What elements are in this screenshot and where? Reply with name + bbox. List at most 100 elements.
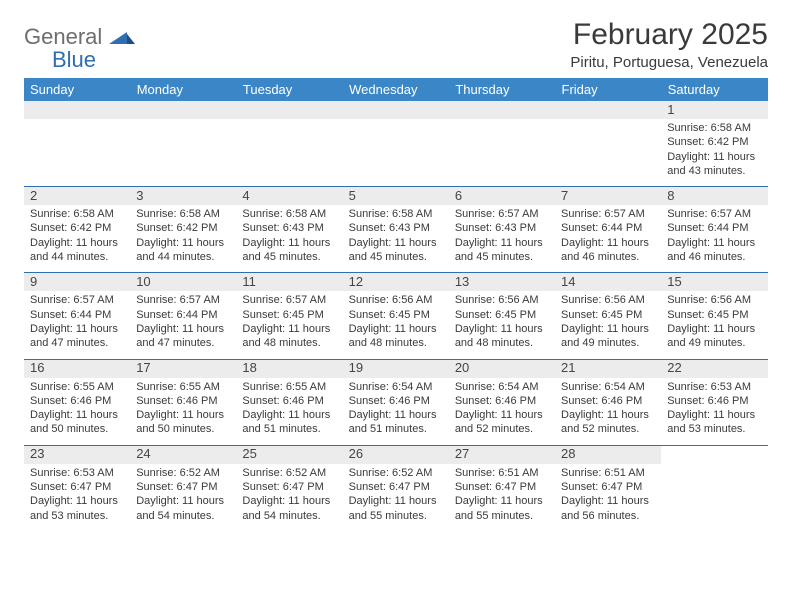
day-detail-line: Sunrise: 6:54 AM [561, 380, 655, 394]
day-detail-line: Sunrise: 6:51 AM [455, 466, 549, 480]
day-number: 21 [555, 360, 661, 378]
day-details: Sunrise: 6:56 AMSunset: 6:45 PMDaylight:… [449, 291, 555, 358]
day-detail-line: Sunset: 6:42 PM [30, 221, 124, 235]
day-detail-line: Sunset: 6:44 PM [561, 221, 655, 235]
day-detail-line: Sunrise: 6:56 AM [455, 293, 549, 307]
calendar-cell [24, 101, 130, 187]
calendar-header-row: Sunday Monday Tuesday Wednesday Thursday… [24, 78, 768, 101]
day-detail-line: Sunset: 6:43 PM [242, 221, 336, 235]
daynum-band-empty [236, 101, 342, 119]
day-details: Sunrise: 6:55 AMSunset: 6:46 PMDaylight:… [130, 378, 236, 445]
logo: General Blue [24, 18, 135, 72]
day-details: Sunrise: 6:54 AMSunset: 6:46 PMDaylight:… [343, 378, 449, 445]
calendar-cell: 7Sunrise: 6:57 AMSunset: 6:44 PMDaylight… [555, 187, 661, 273]
day-detail-line: Daylight: 11 hours and 48 minutes. [349, 322, 443, 351]
day-details: Sunrise: 6:57 AMSunset: 6:44 PMDaylight:… [555, 205, 661, 272]
day-detail-line: Daylight: 11 hours and 51 minutes. [242, 408, 336, 437]
day-detail-line: Sunrise: 6:52 AM [242, 466, 336, 480]
day-details: Sunrise: 6:56 AMSunset: 6:45 PMDaylight:… [555, 291, 661, 358]
day-details: Sunrise: 6:57 AMSunset: 6:45 PMDaylight:… [236, 291, 342, 358]
day-number: 26 [343, 446, 449, 464]
day-detail-line: Sunrise: 6:57 AM [667, 207, 761, 221]
day-number: 24 [130, 446, 236, 464]
day-details: Sunrise: 6:58 AMSunset: 6:43 PMDaylight:… [236, 205, 342, 272]
calendar-cell: 10Sunrise: 6:57 AMSunset: 6:44 PMDayligh… [130, 273, 236, 359]
day-detail-line: Sunrise: 6:58 AM [349, 207, 443, 221]
day-detail-line: Daylight: 11 hours and 51 minutes. [349, 408, 443, 437]
day-number: 15 [661, 273, 767, 291]
day-details: Sunrise: 6:55 AMSunset: 6:46 PMDaylight:… [24, 378, 130, 445]
day-detail-line: Sunrise: 6:56 AM [667, 293, 761, 307]
day-number: 17 [130, 360, 236, 378]
day-details: Sunrise: 6:51 AMSunset: 6:47 PMDaylight:… [449, 464, 555, 531]
day-detail-line: Daylight: 11 hours and 45 minutes. [349, 236, 443, 265]
day-details: Sunrise: 6:51 AMSunset: 6:47 PMDaylight:… [555, 464, 661, 531]
day-detail-line: Sunset: 6:46 PM [242, 394, 336, 408]
day-number: 27 [449, 446, 555, 464]
day-detail-line: Daylight: 11 hours and 53 minutes. [667, 408, 761, 437]
day-detail-line: Sunset: 6:45 PM [242, 308, 336, 322]
calendar-cell [343, 101, 449, 187]
calendar-cell: 9Sunrise: 6:57 AMSunset: 6:44 PMDaylight… [24, 273, 130, 359]
day-detail-line: Sunset: 6:46 PM [561, 394, 655, 408]
day-detail-line: Sunset: 6:44 PM [667, 221, 761, 235]
calendar-cell: 13Sunrise: 6:56 AMSunset: 6:45 PMDayligh… [449, 273, 555, 359]
day-details: Sunrise: 6:52 AMSunset: 6:47 PMDaylight:… [130, 464, 236, 531]
day-detail-line: Daylight: 11 hours and 46 minutes. [667, 236, 761, 265]
day-detail-line: Daylight: 11 hours and 49 minutes. [667, 322, 761, 351]
calendar-cell: 14Sunrise: 6:56 AMSunset: 6:45 PMDayligh… [555, 273, 661, 359]
calendar-week-row: 23Sunrise: 6:53 AMSunset: 6:47 PMDayligh… [24, 445, 768, 531]
logo-mark-icon [109, 31, 135, 48]
calendar-cell: 15Sunrise: 6:56 AMSunset: 6:45 PMDayligh… [661, 273, 767, 359]
day-detail-line: Daylight: 11 hours and 52 minutes. [561, 408, 655, 437]
day-number: 10 [130, 273, 236, 291]
day-number: 3 [130, 187, 236, 205]
day-detail-line: Daylight: 11 hours and 44 minutes. [30, 236, 124, 265]
day-detail-line: Sunset: 6:47 PM [349, 480, 443, 494]
day-details: Sunrise: 6:55 AMSunset: 6:46 PMDaylight:… [236, 378, 342, 445]
day-number: 23 [24, 446, 130, 464]
calendar-cell: 1Sunrise: 6:58 AMSunset: 6:42 PMDaylight… [661, 101, 767, 187]
day-number: 7 [555, 187, 661, 205]
logo-text-blue: Blue [52, 47, 96, 72]
day-detail-line: Sunrise: 6:53 AM [667, 380, 761, 394]
day-detail-line: Sunrise: 6:52 AM [349, 466, 443, 480]
day-detail-line: Sunset: 6:46 PM [349, 394, 443, 408]
day-number: 1 [661, 101, 767, 119]
day-number: 16 [24, 360, 130, 378]
calendar-cell: 20Sunrise: 6:54 AMSunset: 6:46 PMDayligh… [449, 359, 555, 445]
day-detail-line: Daylight: 11 hours and 48 minutes. [242, 322, 336, 351]
day-detail-line: Sunrise: 6:58 AM [667, 121, 761, 135]
daynum-band-empty [343, 101, 449, 119]
day-detail-line: Sunset: 6:43 PM [455, 221, 549, 235]
day-number: 18 [236, 360, 342, 378]
calendar-cell: 6Sunrise: 6:57 AMSunset: 6:43 PMDaylight… [449, 187, 555, 273]
col-sunday: Sunday [24, 78, 130, 101]
day-details: Sunrise: 6:56 AMSunset: 6:45 PMDaylight:… [343, 291, 449, 358]
day-detail-line: Daylight: 11 hours and 55 minutes. [455, 494, 549, 523]
col-saturday: Saturday [661, 78, 767, 101]
day-detail-line: Sunset: 6:44 PM [30, 308, 124, 322]
day-detail-line: Daylight: 11 hours and 55 minutes. [349, 494, 443, 523]
daynum-band-empty [449, 101, 555, 119]
day-detail-line: Daylight: 11 hours and 49 minutes. [561, 322, 655, 351]
day-details: Sunrise: 6:58 AMSunset: 6:42 PMDaylight:… [24, 205, 130, 272]
calendar-cell: 23Sunrise: 6:53 AMSunset: 6:47 PMDayligh… [24, 445, 130, 531]
day-number: 28 [555, 446, 661, 464]
day-detail-line: Sunset: 6:46 PM [667, 394, 761, 408]
day-detail-line: Sunset: 6:47 PM [242, 480, 336, 494]
calendar-cell: 3Sunrise: 6:58 AMSunset: 6:42 PMDaylight… [130, 187, 236, 273]
calendar-table: Sunday Monday Tuesday Wednesday Thursday… [24, 78, 768, 531]
day-number: 22 [661, 360, 767, 378]
day-number: 6 [449, 187, 555, 205]
day-detail-line: Daylight: 11 hours and 50 minutes. [30, 408, 124, 437]
day-detail-line: Daylight: 11 hours and 54 minutes. [136, 494, 230, 523]
day-detail-line: Sunset: 6:42 PM [136, 221, 230, 235]
day-number: 19 [343, 360, 449, 378]
day-details: Sunrise: 6:53 AMSunset: 6:47 PMDaylight:… [24, 464, 130, 531]
day-details: Sunrise: 6:58 AMSunset: 6:42 PMDaylight:… [130, 205, 236, 272]
calendar-week-row: 2Sunrise: 6:58 AMSunset: 6:42 PMDaylight… [24, 187, 768, 273]
calendar-cell: 5Sunrise: 6:58 AMSunset: 6:43 PMDaylight… [343, 187, 449, 273]
day-detail-line: Sunset: 6:47 PM [30, 480, 124, 494]
logo-text-gray: General [24, 24, 102, 49]
